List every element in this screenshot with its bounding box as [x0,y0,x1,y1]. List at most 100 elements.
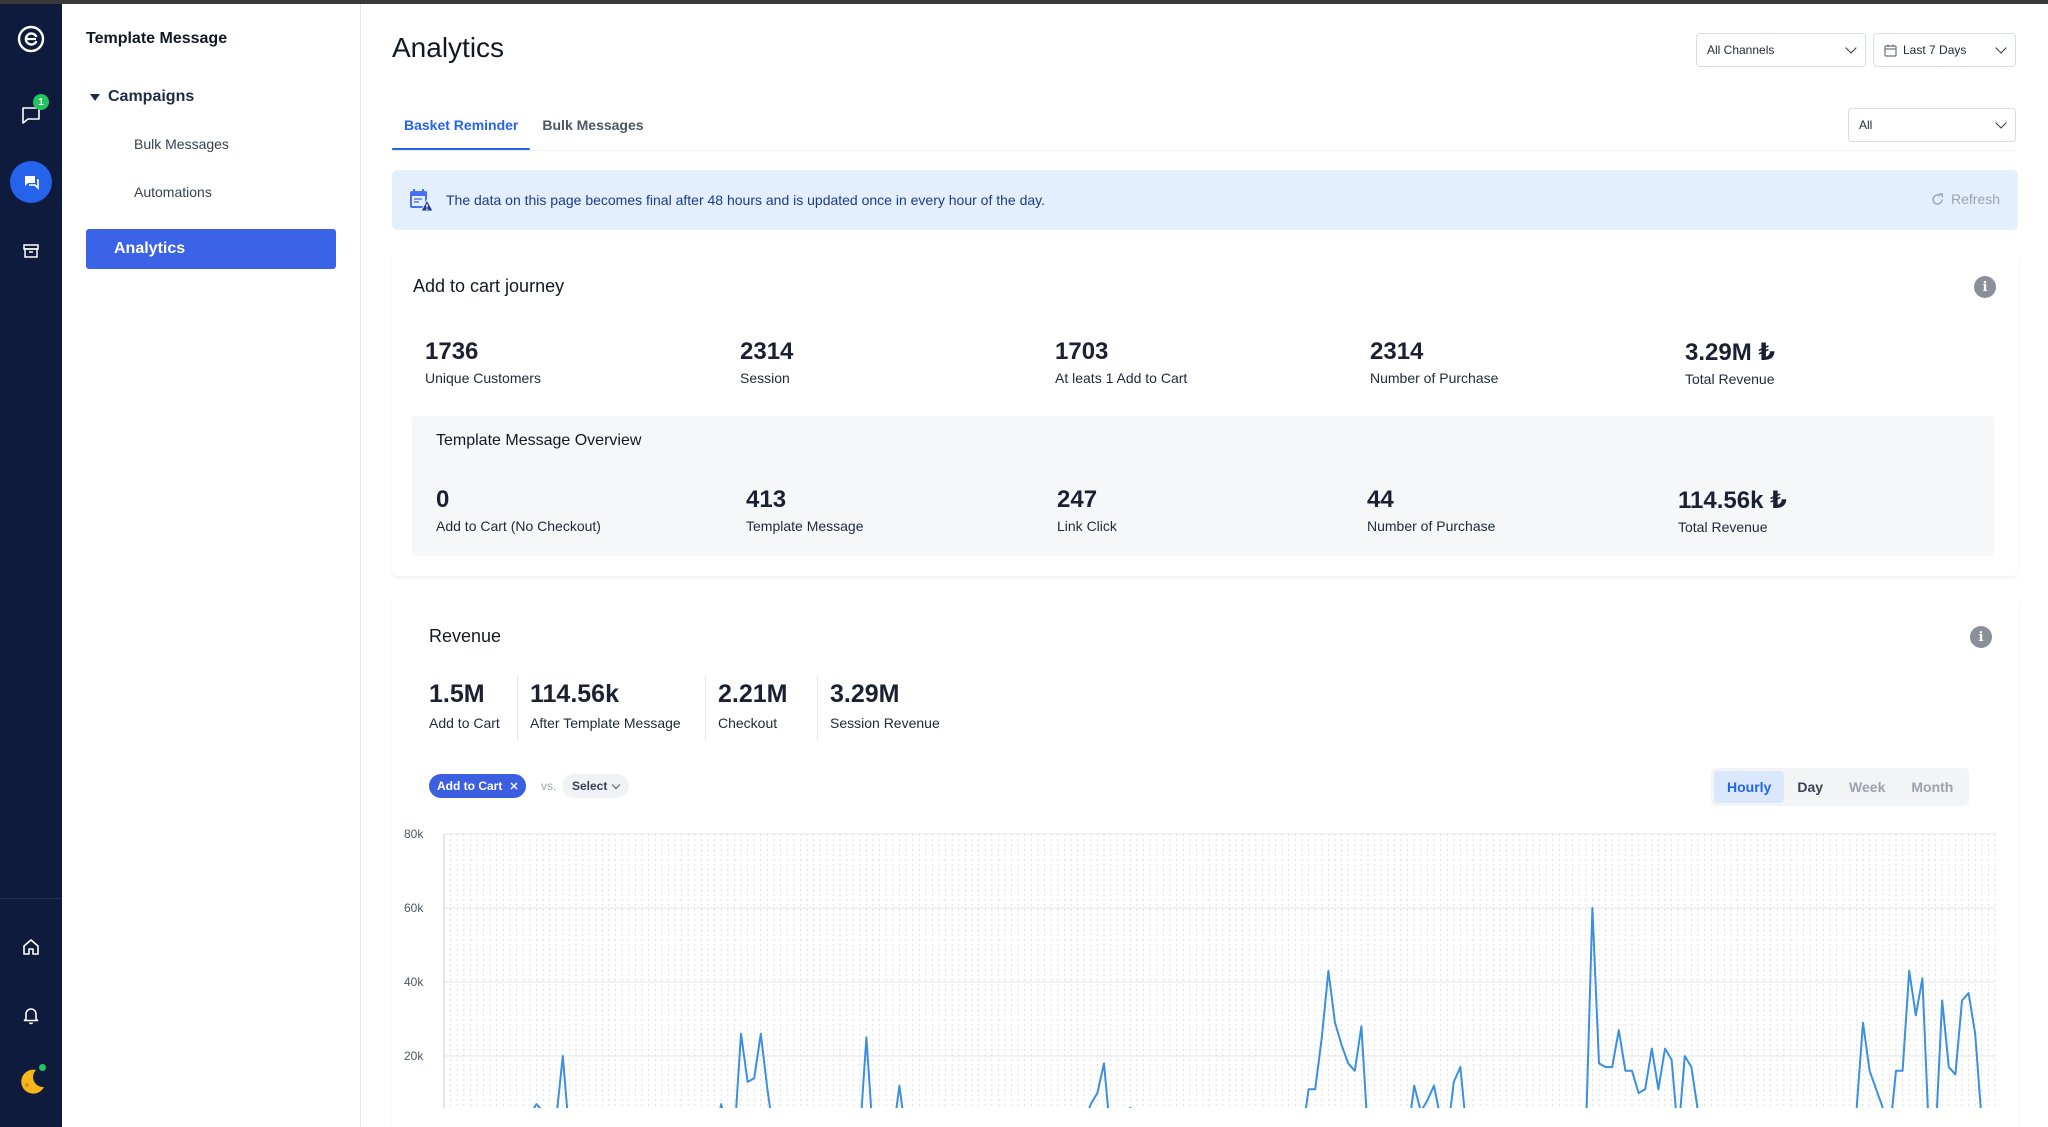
main-content: Analytics All Channels Last 7 Days Baske… [361,4,2048,1127]
chat-badge: 1 [33,94,49,110]
y-tick-label: 80k [404,827,424,841]
rail-archive[interactable] [8,228,54,274]
stat-value: 2.21M [718,680,788,708]
revenue-card: Revenue i 1.5M Add to Cart 114.56k After… [392,598,2018,1127]
vs-label: vs. [541,779,557,793]
stat-value: 3.29M [830,680,900,708]
y-tick-label: 60k [404,901,424,915]
revenue-stat-checkout: 2.21M Checkout [718,680,787,731]
granularity-day[interactable]: Day [1797,779,1824,795]
stat-value: 114.56k [530,680,619,708]
stat-label: Number of Purchase [1367,518,1496,534]
info-icon[interactable]: i [1974,276,1996,298]
refresh-button[interactable]: Refresh [1931,191,2000,207]
stat-label: At leats 1 Add to Cart [1055,370,1188,386]
journey-stat-session: 2314 Session [740,338,793,386]
granularity-week[interactable]: Week [1849,779,1886,795]
campaign-icon [25,176,39,190]
stat-label: Checkout [718,715,778,731]
granularity-month[interactable]: Month [1911,779,1954,795]
granularity-toggle: Hourly Day Week Month [1711,768,1970,806]
stat-label: Unique Customers [425,370,541,386]
stat-separator [817,676,818,740]
revenue-stat-after-template: 114.56k After Template Message [530,680,681,731]
revenue-title: Revenue [429,626,502,646]
journey-stat-unique-customers: 1736 Unique Customers [425,338,541,386]
granularity-hourly[interactable]: Hourly [1714,771,1785,803]
compare-select[interactable]: Select [562,774,630,798]
y-tick-label: 40k [404,975,424,989]
channels-select[interactable]: All Channels [1696,33,1866,67]
rail-campaigns[interactable] [8,159,54,205]
filter-select-value: All [1859,118,1873,132]
filter-select[interactable]: All [1848,108,2016,142]
stat-label: Total Revenue [1685,371,1775,387]
stat-label: Session [740,370,790,386]
bell-icon [23,1008,39,1025]
journey-card: Add to cart journey i 1736 Unique Custom… [392,254,2018,576]
stat-value: 1736 [425,338,479,365]
stat-value: 247 [1057,486,1098,513]
chevron-down-icon [1995,117,2007,129]
overview-stat-total-revenue: 114.56k ₺ Total Revenue [1678,486,1787,535]
chevron-down-icon [612,780,621,789]
overview-stat-template-message: 413 Template Message [746,486,864,534]
sidebar-group-campaigns[interactable]: Campaigns [90,88,194,106]
stat-label: Template Message [746,518,864,534]
archive-icon [23,244,39,258]
stat-value: 1703 [1055,338,1109,365]
channels-select-value: All Channels [1707,43,1775,57]
tab-bulk-messages[interactable]: Bulk Messages [542,117,644,133]
campaign-active-indicator [10,161,52,203]
stat-value: 2314 [1370,338,1424,365]
moon-avatar-icon [21,1069,44,1094]
stat-label: Add to Cart [429,715,500,731]
caret-down-icon [90,93,100,101]
window-top-strip [0,0,2048,4]
revenue-stat-session: 3.29M Session Revenue [830,680,940,731]
banner-message: The data on this page becomes final afte… [446,192,1046,208]
date-range-select[interactable]: Last 7 Days [1873,33,2016,67]
rail-divider [0,898,62,899]
date-range-value: Last 7 Days [1903,43,1967,57]
info-icon[interactable]: i [1970,626,1992,648]
template-message-overview: Template Message Overview 0 Add to Cart … [412,416,1994,556]
rail-chat[interactable]: 1 [8,92,54,138]
rail-notifications[interactable] [8,992,54,1038]
sidebar-item-bulk-messages[interactable]: Bulk Messages [134,136,229,152]
stat-separator [517,676,518,740]
calendar-warning-icon [410,189,434,212]
revenue-line-chart: 80k 60k 40k 20k [404,827,1996,1108]
stat-value: 114.56k ₺ [1678,487,1787,514]
rail-home[interactable] [8,924,54,970]
tab-basket-reminder[interactable]: Basket Reminder [392,102,531,151]
calendar-icon [1884,44,1897,57]
logo-icon [17,25,45,53]
close-icon[interactable] [510,782,518,790]
refresh-label: Refresh [1950,191,2000,207]
sidebar-item-analytics[interactable]: Analytics [86,229,336,269]
refresh-icon [1932,192,1943,205]
chevron-down-icon [1845,42,1857,54]
tab-divider [392,150,2016,151]
info-banner: The data on this page becomes final afte… [392,170,2018,230]
overview-title: Template Message Overview [436,432,642,449]
sidebar-title: Template Message [86,30,228,47]
online-status-dot [37,1062,48,1073]
journey-stat-total-revenue: 3.29M ₺ Total Revenue [1685,338,1775,387]
app-rail: 1 [0,4,62,1127]
stat-value: 44 [1367,486,1394,513]
stat-label: Number of Purchase [1370,370,1499,386]
journey-title: Add to cart journey [413,276,565,296]
sidebar-item-automations[interactable]: Automations [134,184,212,200]
y-tick-label: 20k [404,1049,424,1063]
app-logo[interactable] [8,16,54,62]
user-avatar[interactable] [8,1058,54,1104]
stat-label: Link Click [1057,518,1117,534]
tab-bar: Basket Reminder Bulk Messages [392,102,656,151]
stat-separator [705,676,706,740]
stat-value: 2314 [740,338,794,365]
chip-label: Add to Cart [437,779,503,793]
compare-chip-add-to-cart[interactable]: Add to Cart [429,774,527,798]
journey-stat-add-to-cart: 1703 At leats 1 Add to Cart [1055,338,1187,386]
